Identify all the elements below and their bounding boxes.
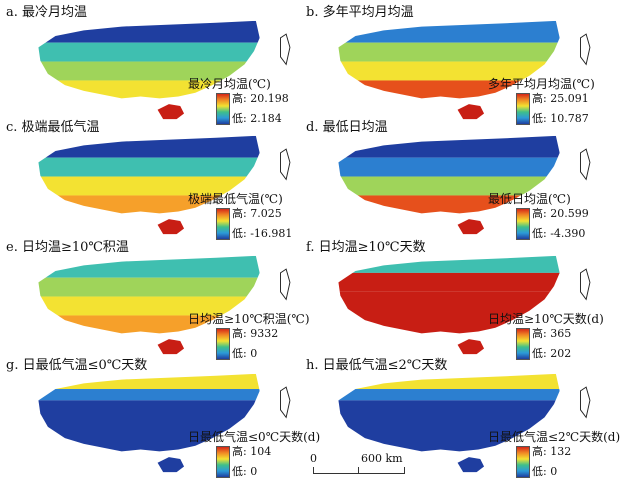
legend-color-ramp xyxy=(516,446,530,478)
legend-high-label: 高: 25.091 xyxy=(532,92,589,105)
map-band xyxy=(338,135,560,158)
legend-high-label: 高: 7.025 xyxy=(232,207,282,220)
map-panel-g: g. 日最低气温≤0℃天数日最低气温≤0℃天数(d) 高: 104 低: 0 xyxy=(0,358,320,478)
climate-map xyxy=(38,20,291,120)
taiwan-outline xyxy=(280,268,291,301)
scale-mid-tick xyxy=(358,467,359,473)
climate-map xyxy=(338,255,591,355)
map-band xyxy=(338,61,560,81)
panel-title: g. 日最低气温≤0℃天数 xyxy=(6,358,148,373)
legend-low-label: 低: 202 xyxy=(532,347,572,360)
map-band xyxy=(38,20,260,43)
legend-high-label: 高: 104 xyxy=(232,445,272,458)
panel-title: e. 日均温≥10℃积温 xyxy=(6,240,129,255)
map-panel-c: c. 极端最低气温极端最低气温(℃) 高: 7.025 低: -16.981 xyxy=(0,120,300,240)
climate-map xyxy=(338,135,591,235)
taiwan-outline xyxy=(580,148,591,181)
legend-title: 极端最低气温(℃) xyxy=(188,192,283,206)
map-band xyxy=(338,157,560,177)
legend-color-ramp xyxy=(216,328,230,360)
legend-low-label: 低: -16.981 xyxy=(232,227,293,240)
map-band xyxy=(38,255,260,278)
legend-title: 日最低气温≤0℃天数(d) xyxy=(188,430,321,444)
climate-map xyxy=(38,255,291,355)
climate-map xyxy=(338,20,591,120)
scale-zero-label: 0 xyxy=(310,452,317,465)
scale-max-label: 600 km xyxy=(361,452,403,465)
map-panel-d: d. 最低日均温最低日均温(℃) 高: 20.599 低: -4.390 xyxy=(300,120,600,240)
map-band xyxy=(38,296,260,316)
map-band xyxy=(38,373,260,390)
climate-map xyxy=(38,135,291,235)
legend-low-label: 低: 0 xyxy=(232,465,258,478)
panel-title: b. 多年平均月均温 xyxy=(306,5,414,20)
taiwan-outline xyxy=(580,268,591,301)
legend-low-label: 低: 0 xyxy=(232,347,258,360)
map-band xyxy=(38,42,260,62)
map-band xyxy=(38,176,260,196)
legend-color-ramp xyxy=(516,93,530,125)
map-band xyxy=(38,61,260,81)
legend-high-label: 高: 9332 xyxy=(232,327,279,340)
map-panel-f: f. 日均温≥10℃天数日均温≥10℃天数(d) 高: 365 低: 202 xyxy=(300,240,604,360)
panel-title: a. 最冷月均温 xyxy=(6,5,88,20)
scale-bar: 0 600 km xyxy=(310,452,413,480)
taiwan-outline xyxy=(280,386,291,419)
legend-low-label: 低: 0 xyxy=(532,465,558,478)
panel-title: c. 极端最低气温 xyxy=(6,120,100,135)
map-band xyxy=(38,277,260,297)
map-band xyxy=(338,20,560,43)
map-band xyxy=(338,272,560,292)
taiwan-outline xyxy=(580,33,591,66)
map-band xyxy=(338,176,560,196)
legend-high-label: 高: 132 xyxy=(532,445,572,458)
legend-title: 最低日均温(℃) xyxy=(488,192,571,206)
legend-title: 日均温≥10℃积温(℃) xyxy=(188,312,310,326)
legend-color-ramp xyxy=(516,328,530,360)
panel-title: f. 日均温≥10℃天数 xyxy=(306,240,426,255)
map-band xyxy=(338,373,560,390)
map-band xyxy=(38,135,260,158)
legend-title: 日均温≥10℃天数(d) xyxy=(488,312,604,326)
legend-high-label: 高: 365 xyxy=(532,327,572,340)
legend-low-label: 低: 10.787 xyxy=(532,112,589,125)
legend-high-label: 高: 20.599 xyxy=(532,207,589,220)
panel-title: d. 最低日均温 xyxy=(306,120,388,135)
legend-color-ramp xyxy=(216,208,230,240)
map-band xyxy=(38,157,260,177)
taiwan-outline xyxy=(280,148,291,181)
map-panel-b: b. 多年平均月均温多年平均月均温(℃) 高: 25.091 低: 10.787 xyxy=(300,5,600,125)
taiwan-outline xyxy=(280,33,291,66)
legend-title: 日最低气温≤2℃天数(d) xyxy=(488,430,621,444)
climate-map xyxy=(338,373,591,473)
map-band xyxy=(38,389,260,401)
legend-low-label: 低: -4.390 xyxy=(532,227,586,240)
scale-line xyxy=(313,467,405,474)
legend-title: 多年平均月均温(℃) xyxy=(488,77,595,91)
map-panel-a: a. 最冷月均温最冷月均温(℃) 高: 20.198 低: 2.184 xyxy=(0,5,300,125)
legend-high-label: 高: 20.198 xyxy=(232,92,289,105)
legend-color-ramp xyxy=(216,93,230,125)
map-band xyxy=(338,389,560,401)
map-panel-e: e. 日均温≥10℃积温日均温≥10℃积温(℃) 高: 9332 低: 0 xyxy=(0,240,310,360)
map-panel-h: h. 日最低气温≤2℃天数日最低气温≤2℃天数(d) 高: 132 低: 0 xyxy=(300,358,620,478)
panel-title: h. 日最低气温≤2℃天数 xyxy=(306,358,448,373)
legend-color-ramp xyxy=(216,446,230,478)
legend-low-label: 低: 2.184 xyxy=(232,112,282,125)
taiwan-outline xyxy=(580,386,591,419)
map-band xyxy=(338,42,560,62)
legend-color-ramp xyxy=(516,208,530,240)
legend-title: 最冷月均温(℃) xyxy=(188,77,271,91)
climate-map xyxy=(38,373,291,473)
map-band xyxy=(338,255,560,273)
